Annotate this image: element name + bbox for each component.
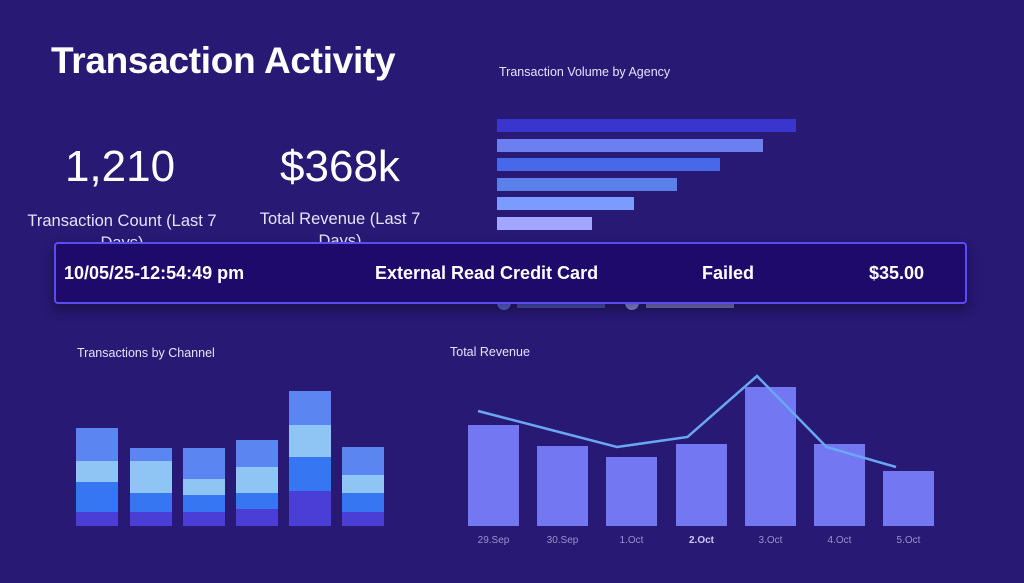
channel-bar-segment	[183, 512, 225, 526]
channel-bar-segment	[130, 448, 172, 461]
channel-bar-segment	[76, 461, 118, 482]
x-tick-label: 5.Oct	[896, 535, 921, 546]
row-timestamp: 10/05/25-12:54:49 pm	[64, 263, 245, 283]
channel-bar-segment	[289, 491, 331, 526]
agency-bar	[497, 119, 796, 132]
channel-bar-segment	[236, 467, 278, 493]
channel-bar-segment	[183, 479, 225, 495]
x-tick-label: 30.Sep	[546, 535, 579, 546]
channel-bar-segment	[76, 482, 118, 512]
agency-bar	[497, 216, 592, 230]
channel-bar-segment	[342, 493, 384, 512]
revenue-bar	[883, 471, 934, 526]
agency-bar	[497, 177, 677, 191]
x-tick-label: 1.Oct	[619, 535, 644, 546]
agency-chart-title: Transaction Volume by Agency	[499, 65, 671, 79]
revenue-line	[477, 374, 897, 469]
channel-bar-segment	[236, 493, 278, 509]
channel-bar-segment	[183, 448, 225, 479]
channel-bar-segment	[76, 512, 118, 526]
total-revenue-value: $368k	[280, 142, 400, 191]
agency-bar	[497, 138, 763, 152]
legend-dot	[497, 300, 511, 310]
page-title: Transaction Activity	[51, 40, 396, 81]
row-status: Failed	[702, 263, 755, 283]
row-amount: $35.00	[869, 263, 925, 283]
legend-dot	[625, 300, 639, 310]
x-tick-label: 29.Sep	[477, 535, 510, 546]
revenue-bar	[468, 425, 519, 526]
channel-bar-segment	[130, 512, 172, 526]
revenue-chart-title: Total Revenue	[450, 345, 530, 359]
channel-bar-segment	[183, 495, 225, 512]
legend-bar	[517, 302, 605, 308]
x-tick-label: 4.Oct	[827, 535, 852, 546]
channel-bar-segment	[342, 475, 384, 493]
channel-bar-segment	[130, 493, 172, 512]
revenue-bar	[606, 457, 657, 526]
channel-bar-segment	[289, 391, 331, 425]
agency-bar	[497, 158, 720, 171]
channel-chart-title: Transactions by Channel	[77, 346, 215, 360]
agency-bar	[497, 197, 634, 210]
channel-bar-segment	[236, 509, 278, 526]
x-tick-label: 2.Oct	[688, 535, 714, 546]
x-tick-label: 3.Oct	[758, 535, 783, 546]
row-description: External Read Credit Card	[375, 263, 599, 283]
channel-bar-segment	[289, 457, 331, 491]
channel-bar-segment	[342, 512, 384, 526]
highlighted-transaction-row[interactable]: 10/05/25-12:54:49 pm External Read Credi…	[54, 242, 967, 304]
channel-bar-segment	[130, 461, 172, 493]
channel-bar-segment	[289, 425, 331, 457]
channel-bar-segment	[236, 440, 278, 467]
legend-bar	[646, 302, 734, 308]
revenue-bar	[814, 444, 865, 526]
channel-bar-segment	[76, 428, 118, 461]
revenue-bar	[537, 446, 588, 526]
transaction-count-value: 1,210	[64, 142, 176, 191]
revenue-bar	[745, 387, 796, 526]
channel-bar-segment	[342, 447, 384, 475]
revenue-bar	[676, 444, 727, 526]
